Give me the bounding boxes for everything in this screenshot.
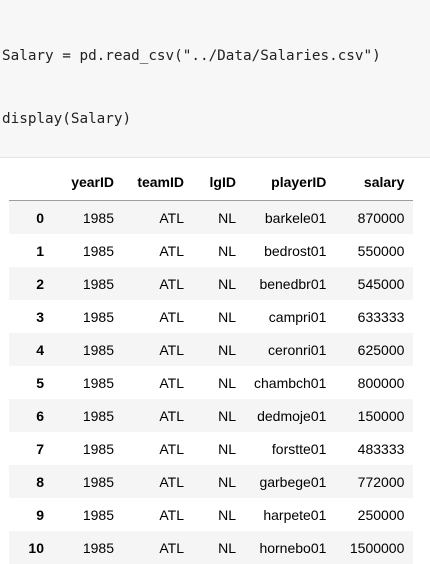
cell-playerid: dedmoje01 (245, 399, 335, 432)
cell-teamid: ATL (123, 300, 193, 333)
table-header: yearID teamID lgID playerID salary (9, 164, 413, 201)
cell-lgid: NL (193, 531, 245, 564)
column-header-salary: salary (335, 164, 413, 201)
cell-teamid: ATL (123, 366, 193, 399)
cell-salary: 870000 (335, 201, 413, 235)
code-line: Salary = pd.read_csv("../Data/Salaries.c… (2, 46, 430, 67)
cell-lgid: NL (193, 300, 245, 333)
cell-lgid: NL (193, 366, 245, 399)
code-line: display(Salary) (2, 109, 430, 130)
cell-lgid: NL (193, 498, 245, 531)
row-index: 2 (9, 267, 53, 300)
cell-playerid: hornebo01 (245, 531, 335, 564)
cell-salary: 625000 (335, 333, 413, 366)
cell-yearid: 1985 (53, 300, 123, 333)
cell-salary: 250000 (335, 498, 413, 531)
cell-teamid: ATL (123, 201, 193, 235)
cell-playerid: bedrost01 (245, 234, 335, 267)
cell-playerid: harpete01 (245, 498, 335, 531)
cell-yearid: 1985 (53, 201, 123, 235)
cell-salary: 150000 (335, 399, 413, 432)
cell-playerid: campri01 (245, 300, 335, 333)
column-header-yearid: yearID (53, 164, 123, 201)
row-index: 10 (9, 531, 53, 564)
cell-salary: 550000 (335, 234, 413, 267)
cell-playerid: forstte01 (245, 432, 335, 465)
cell-playerid: chambch01 (245, 366, 335, 399)
row-index: 5 (9, 366, 53, 399)
cell-lgid: NL (193, 201, 245, 235)
row-index: 0 (9, 201, 53, 235)
cell-yearid: 1985 (53, 498, 123, 531)
cell-lgid: NL (193, 333, 245, 366)
cell-lgid: NL (193, 465, 245, 498)
cell-teamid: ATL (123, 432, 193, 465)
column-header-playerid: playerID (245, 164, 335, 201)
cell-lgid: NL (193, 234, 245, 267)
cell-salary: 483333 (335, 432, 413, 465)
row-index: 4 (9, 333, 53, 366)
cell-yearid: 1985 (53, 333, 123, 366)
cell-salary: 800000 (335, 366, 413, 399)
cell-teamid: ATL (123, 498, 193, 531)
column-header-teamid: teamID (123, 164, 193, 201)
row-index: 3 (9, 300, 53, 333)
row-index: 9 (9, 498, 53, 531)
column-header-index (9, 164, 53, 201)
row-index: 1 (9, 234, 53, 267)
code-cell[interactable]: Salary = pd.read_csv("../Data/Salaries.c… (0, 0, 430, 158)
row-index: 7 (9, 432, 53, 465)
cell-playerid: benedbr01 (245, 267, 335, 300)
cell-yearid: 1985 (53, 465, 123, 498)
cell-lgid: NL (193, 267, 245, 300)
cell-playerid: ceronri01 (245, 333, 335, 366)
cell-playerid: barkele01 (245, 201, 335, 235)
cell-salary: 772000 (335, 465, 413, 498)
cell-yearid: 1985 (53, 267, 123, 300)
cell-yearid: 1985 (53, 399, 123, 432)
cell-yearid: 1985 (53, 234, 123, 267)
cell-teamid: ATL (123, 531, 193, 564)
cell-yearid: 1985 (53, 432, 123, 465)
cell-playerid: garbege01 (245, 465, 335, 498)
header-row: yearID teamID lgID playerID salary (9, 164, 413, 201)
cell-teamid: ATL (123, 399, 193, 432)
cell-lgid: NL (193, 399, 245, 432)
cell-teamid: ATL (123, 267, 193, 300)
row-index: 6 (9, 399, 53, 432)
column-header-lgid: lgID (193, 164, 245, 201)
cell-salary: 1500000 (335, 531, 413, 564)
cell-teamid: ATL (123, 465, 193, 498)
cell-yearid: 1985 (53, 366, 123, 399)
cell-salary: 633333 (335, 300, 413, 333)
cell-lgid: NL (193, 432, 245, 465)
cell-teamid: ATL (123, 234, 193, 267)
cell-teamid: ATL (123, 333, 193, 366)
row-index: 8 (9, 465, 53, 498)
cell-salary: 545000 (335, 267, 413, 300)
cell-yearid: 1985 (53, 531, 123, 564)
